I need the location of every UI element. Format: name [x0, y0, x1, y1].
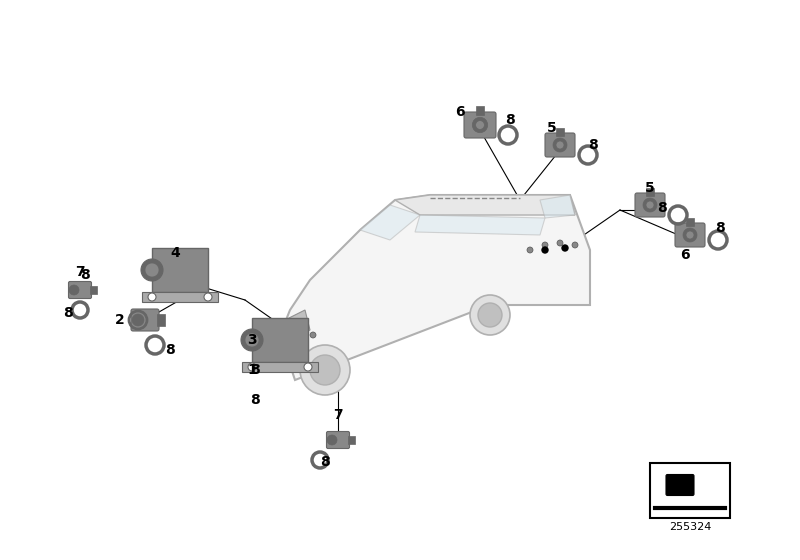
FancyBboxPatch shape: [326, 432, 350, 449]
Circle shape: [292, 337, 298, 343]
Polygon shape: [415, 215, 545, 235]
Bar: [476, 106, 485, 115]
Text: 8: 8: [80, 268, 90, 282]
Circle shape: [478, 303, 502, 327]
Polygon shape: [360, 205, 420, 240]
Bar: [242, 362, 318, 372]
Bar: [646, 188, 654, 196]
Circle shape: [557, 240, 563, 246]
Bar: [348, 436, 355, 444]
Circle shape: [542, 242, 548, 248]
FancyBboxPatch shape: [545, 133, 575, 157]
Text: 5: 5: [645, 181, 655, 195]
Circle shape: [141, 259, 163, 281]
FancyBboxPatch shape: [666, 474, 694, 496]
Circle shape: [472, 117, 488, 133]
Circle shape: [556, 141, 564, 149]
Circle shape: [310, 332, 316, 338]
FancyBboxPatch shape: [131, 309, 159, 331]
Circle shape: [304, 363, 312, 371]
Circle shape: [241, 329, 263, 351]
Circle shape: [527, 247, 533, 253]
FancyBboxPatch shape: [69, 282, 91, 298]
Bar: [556, 128, 564, 136]
Polygon shape: [395, 195, 575, 215]
Text: 2: 2: [115, 313, 125, 327]
Text: 6: 6: [680, 248, 690, 262]
Circle shape: [686, 231, 694, 239]
Text: 3: 3: [247, 333, 257, 347]
Polygon shape: [285, 310, 310, 340]
FancyBboxPatch shape: [464, 112, 496, 138]
Bar: [152, 248, 208, 292]
Text: 5: 5: [547, 121, 557, 135]
Circle shape: [683, 228, 697, 242]
Circle shape: [300, 337, 306, 343]
Text: 8: 8: [715, 221, 725, 235]
Text: 8: 8: [320, 455, 330, 469]
Circle shape: [292, 332, 298, 338]
Text: 8: 8: [505, 113, 515, 127]
Text: 8: 8: [657, 201, 667, 215]
Circle shape: [646, 201, 654, 209]
Bar: [252, 318, 308, 362]
Text: 8: 8: [250, 363, 260, 377]
Circle shape: [476, 120, 485, 129]
Circle shape: [248, 363, 256, 371]
Text: 8: 8: [63, 306, 73, 320]
Text: 7: 7: [75, 265, 85, 279]
FancyBboxPatch shape: [675, 223, 705, 247]
Circle shape: [300, 362, 306, 368]
Text: 1: 1: [247, 363, 257, 377]
Text: 7: 7: [333, 408, 343, 422]
Circle shape: [148, 293, 156, 301]
Circle shape: [553, 138, 567, 152]
Bar: [90, 286, 97, 294]
Circle shape: [562, 245, 568, 251]
Circle shape: [245, 333, 259, 347]
Circle shape: [643, 198, 657, 212]
Polygon shape: [540, 195, 575, 218]
Bar: [157, 314, 165, 326]
FancyBboxPatch shape: [635, 193, 665, 217]
Circle shape: [300, 345, 350, 395]
Text: 8: 8: [165, 343, 175, 357]
Polygon shape: [280, 195, 590, 380]
Circle shape: [204, 293, 212, 301]
Circle shape: [542, 247, 548, 253]
Bar: [142, 292, 218, 302]
Text: 4: 4: [170, 246, 180, 260]
Circle shape: [470, 295, 510, 335]
Text: 255324: 255324: [669, 522, 711, 533]
Text: 8: 8: [250, 393, 260, 407]
Circle shape: [572, 242, 578, 248]
Circle shape: [69, 285, 79, 295]
Circle shape: [327, 435, 337, 445]
Bar: [650, 463, 730, 517]
Circle shape: [290, 342, 296, 348]
Text: 8: 8: [588, 138, 598, 152]
Text: 6: 6: [455, 105, 465, 119]
Circle shape: [132, 314, 144, 326]
Circle shape: [310, 355, 340, 385]
Bar: [686, 218, 694, 226]
Circle shape: [145, 263, 159, 277]
